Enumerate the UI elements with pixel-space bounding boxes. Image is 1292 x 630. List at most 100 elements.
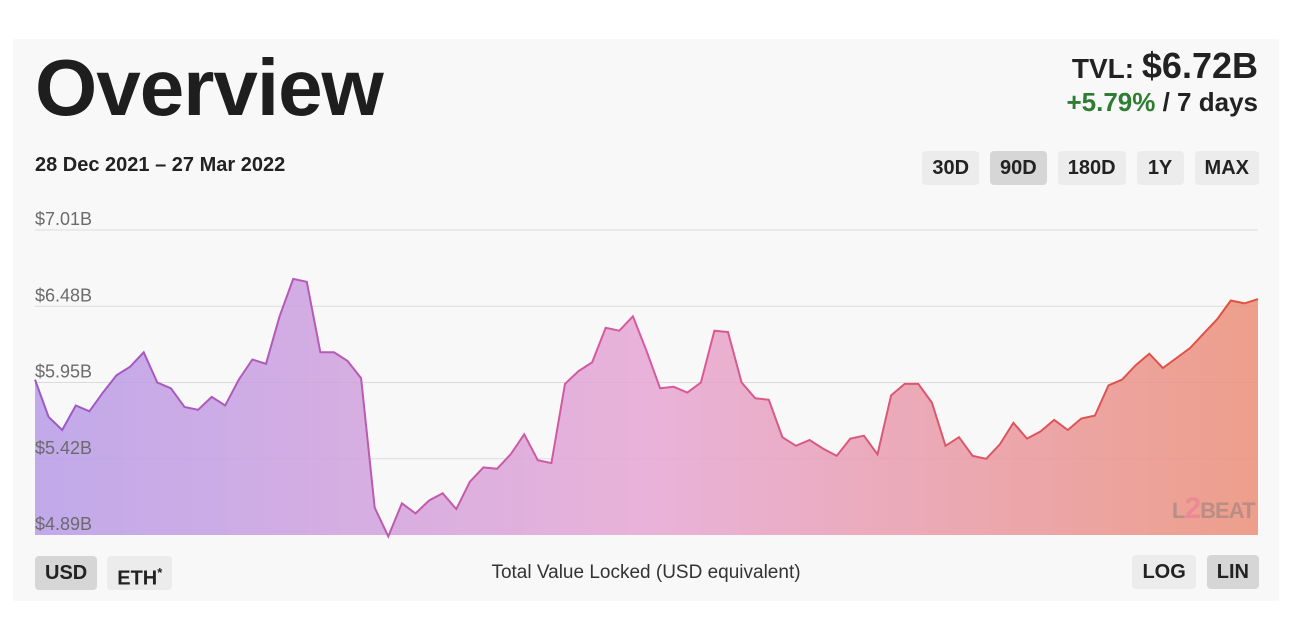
tvl-point bbox=[413, 511, 417, 515]
scale-button-lin[interactable]: LIN bbox=[1206, 555, 1259, 589]
y-tick-label: $7.01B bbox=[35, 209, 92, 229]
tvl-point bbox=[400, 501, 404, 505]
tvl-point bbox=[1174, 356, 1178, 360]
tvl-point bbox=[712, 329, 716, 333]
y-axis-ticks: $7.01B $6.48B $5.95B $5.42B $4.89B bbox=[35, 209, 92, 534]
tvl-point bbox=[522, 432, 526, 436]
tvl-point bbox=[142, 350, 146, 354]
tvl-point bbox=[223, 404, 227, 408]
tvl-point bbox=[699, 381, 703, 385]
tvl-point bbox=[210, 395, 214, 399]
tvl-point bbox=[47, 415, 51, 419]
range-button-90d[interactable]: 90D bbox=[990, 151, 1047, 185]
tvl-point bbox=[549, 461, 553, 465]
tvl-point bbox=[658, 386, 662, 390]
currency-selector: USD ETH* bbox=[35, 556, 173, 590]
tvl-point bbox=[916, 382, 920, 386]
tvl-point bbox=[1188, 346, 1192, 350]
y-tick-label: $6.48B bbox=[35, 285, 92, 305]
tvl-point bbox=[441, 491, 445, 495]
tvl-point bbox=[876, 452, 880, 456]
tvl-point bbox=[645, 349, 649, 353]
currency-button-eth[interactable]: ETH* bbox=[107, 556, 173, 590]
tvl-line: TVL: $6.72B bbox=[1066, 44, 1258, 91]
tvl-point bbox=[604, 326, 608, 330]
scale-selector: LOG LIN bbox=[1132, 555, 1259, 589]
tvl-point bbox=[808, 438, 812, 442]
tvl-point bbox=[1120, 378, 1124, 382]
tvl-point bbox=[984, 457, 988, 461]
range-selector: 30D 90D 180D 1Y MAX bbox=[922, 151, 1259, 185]
logo-l: L bbox=[1172, 498, 1185, 523]
tvl-point bbox=[685, 391, 689, 395]
tvl-point bbox=[60, 428, 64, 432]
tvl-point bbox=[1134, 363, 1138, 367]
tvl-point bbox=[318, 350, 322, 354]
tvl-point bbox=[753, 396, 757, 400]
tvl-change-period: / 7 days bbox=[1162, 87, 1258, 117]
range-button-30d[interactable]: 30D bbox=[922, 151, 980, 185]
range-button-1y[interactable]: 1Y bbox=[1136, 151, 1184, 185]
tvl-point bbox=[957, 435, 961, 439]
tvl-point bbox=[1161, 366, 1165, 370]
y-tick-label: $5.95B bbox=[35, 362, 92, 382]
tvl-point bbox=[1066, 428, 1070, 432]
tvl-point bbox=[835, 454, 839, 458]
tvl-point bbox=[101, 391, 105, 395]
scale-button-log[interactable]: LOG bbox=[1132, 555, 1196, 589]
tvl-point bbox=[495, 467, 499, 471]
tvl-point bbox=[454, 507, 458, 511]
tvl-point bbox=[767, 398, 771, 402]
tvl-summary: TVL: $6.72B +5.79% / 7 days bbox=[1066, 44, 1258, 117]
l2beat-logo: L2BEAT bbox=[1172, 492, 1255, 526]
tvl-point bbox=[1242, 301, 1246, 305]
tvl-point bbox=[631, 314, 635, 318]
tvl-point bbox=[237, 378, 241, 382]
tvl-point bbox=[1093, 414, 1097, 418]
tvl-point bbox=[563, 382, 567, 386]
y-tick-label: $5.42B bbox=[35, 438, 92, 458]
tvl-point bbox=[182, 405, 186, 409]
tvl-point bbox=[305, 280, 309, 284]
tvl-point bbox=[617, 329, 621, 333]
tvl-point bbox=[373, 506, 377, 510]
tvl-point bbox=[1202, 332, 1206, 336]
tvl-point bbox=[250, 357, 254, 361]
tvl-point bbox=[481, 465, 485, 469]
tvl-point bbox=[1107, 383, 1111, 387]
tvl-point bbox=[780, 435, 784, 439]
y-tick-label: $4.89B bbox=[35, 514, 92, 534]
tvl-point bbox=[889, 393, 893, 397]
currency-eth-label: ETH bbox=[117, 567, 158, 590]
tvl-point bbox=[1079, 416, 1083, 420]
tvl-point bbox=[794, 444, 798, 448]
tvl-point bbox=[169, 386, 173, 390]
range-button-max[interactable]: MAX bbox=[1194, 151, 1259, 185]
tvl-point bbox=[128, 365, 132, 369]
tvl-point bbox=[1052, 418, 1056, 422]
tvl-point bbox=[590, 360, 594, 364]
tvl-point bbox=[726, 330, 730, 334]
tvl-point bbox=[821, 447, 825, 451]
logo-text: BEAT bbox=[1200, 498, 1255, 523]
tvl-point bbox=[332, 350, 336, 354]
tvl-point bbox=[536, 458, 540, 462]
tvl-point bbox=[1147, 352, 1151, 356]
tvl-point bbox=[74, 404, 78, 408]
tvl-point bbox=[87, 409, 91, 413]
tvl-point bbox=[509, 452, 513, 456]
tvl-point bbox=[1229, 298, 1233, 302]
tvl-line bbox=[34, 277, 1259, 539]
chart-footer-label: Total Value Locked (USD equivalent) bbox=[491, 562, 801, 583]
range-button-180d[interactable]: 180D bbox=[1057, 151, 1126, 185]
currency-eth-mark: * bbox=[157, 565, 163, 580]
page-title: Overview bbox=[35, 43, 384, 132]
tvl-point bbox=[115, 373, 119, 377]
tvl-point bbox=[196, 408, 200, 412]
tvl-point bbox=[903, 382, 907, 386]
tvl-area bbox=[35, 278, 1258, 537]
tvl-point bbox=[740, 381, 744, 385]
currency-button-usd[interactable]: USD bbox=[35, 556, 98, 590]
